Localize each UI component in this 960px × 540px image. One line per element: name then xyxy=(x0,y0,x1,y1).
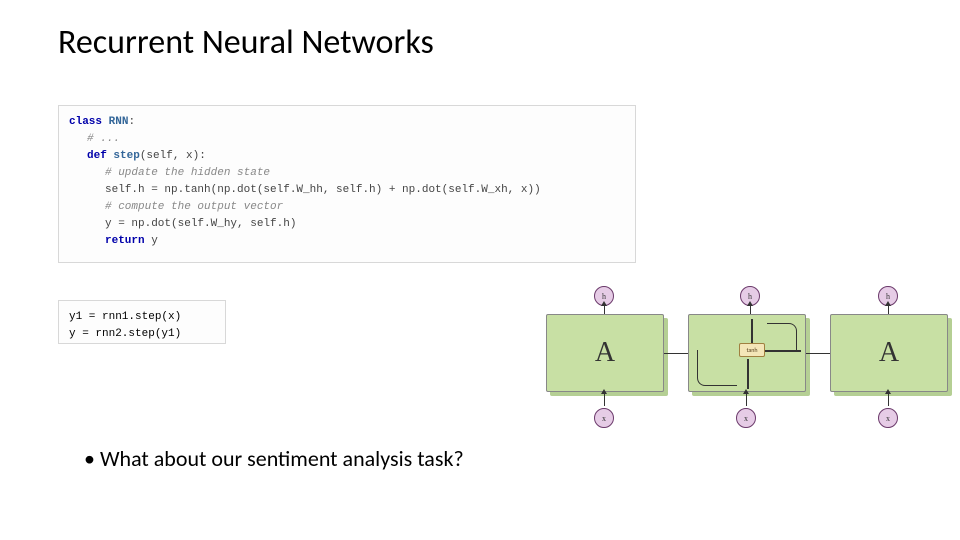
flow-line xyxy=(747,359,749,389)
fn-step: step xyxy=(113,150,139,162)
rnn-cell: A xyxy=(830,314,948,392)
rnn-cell: A xyxy=(546,314,664,392)
kw-def: def xyxy=(87,150,107,162)
comment: # compute the output vector xyxy=(105,201,283,213)
flow-line xyxy=(767,323,797,351)
kw-return: return xyxy=(105,235,145,247)
flow-line xyxy=(765,350,801,352)
params: (self, x): xyxy=(140,150,206,162)
comment: # update the hidden state xyxy=(105,167,270,179)
code-line: self.h = np.tanh(np.dot(self.W_hh, self.… xyxy=(105,184,541,196)
rnn-diagram: h A x h tanh x h A x xyxy=(538,290,958,420)
bullet-question: What about our sentiment analysis task? xyxy=(84,445,464,472)
colon: : xyxy=(128,116,135,128)
code-block-small: y1 = rnn1.step(x) y = rnn2.step(y1) xyxy=(58,300,226,344)
class-name: RNN xyxy=(109,116,129,128)
code-line: y1 = rnn1.step(x) xyxy=(69,309,215,326)
arrow-up-icon xyxy=(604,394,605,406)
arrow-right-icon xyxy=(664,353,688,354)
slide-title: Recurrent Neural Networks xyxy=(58,22,434,63)
code-line: y = np.dot(self.W_hy, self.h) xyxy=(105,218,296,230)
code-block-main: class RNN: # ... def step(self, x): # up… xyxy=(58,105,636,263)
return-val: y xyxy=(145,235,158,247)
comment: # ... xyxy=(87,133,120,145)
flow-line xyxy=(697,350,737,386)
arrow-right-icon xyxy=(806,353,830,354)
tanh-box: tanh xyxy=(739,343,765,357)
arrow-up-icon xyxy=(746,394,747,406)
input-x-circle: x xyxy=(878,408,898,428)
flow-line xyxy=(751,319,753,343)
rnn-cell-detail: tanh xyxy=(688,314,806,392)
arrow-up-icon xyxy=(888,394,889,406)
kw-class: class xyxy=(69,116,102,128)
code-line: y = rnn2.step(y1) xyxy=(69,326,215,343)
input-x-circle: x xyxy=(594,408,614,428)
input-x-circle: x xyxy=(736,408,756,428)
